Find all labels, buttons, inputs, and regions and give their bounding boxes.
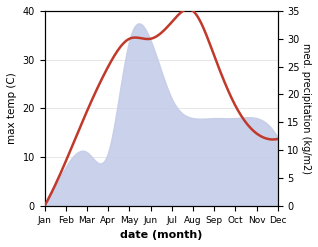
X-axis label: date (month): date (month) [120,230,202,240]
Y-axis label: med. precipitation (kg/m2): med. precipitation (kg/m2) [301,43,311,174]
Y-axis label: max temp (C): max temp (C) [7,72,17,144]
